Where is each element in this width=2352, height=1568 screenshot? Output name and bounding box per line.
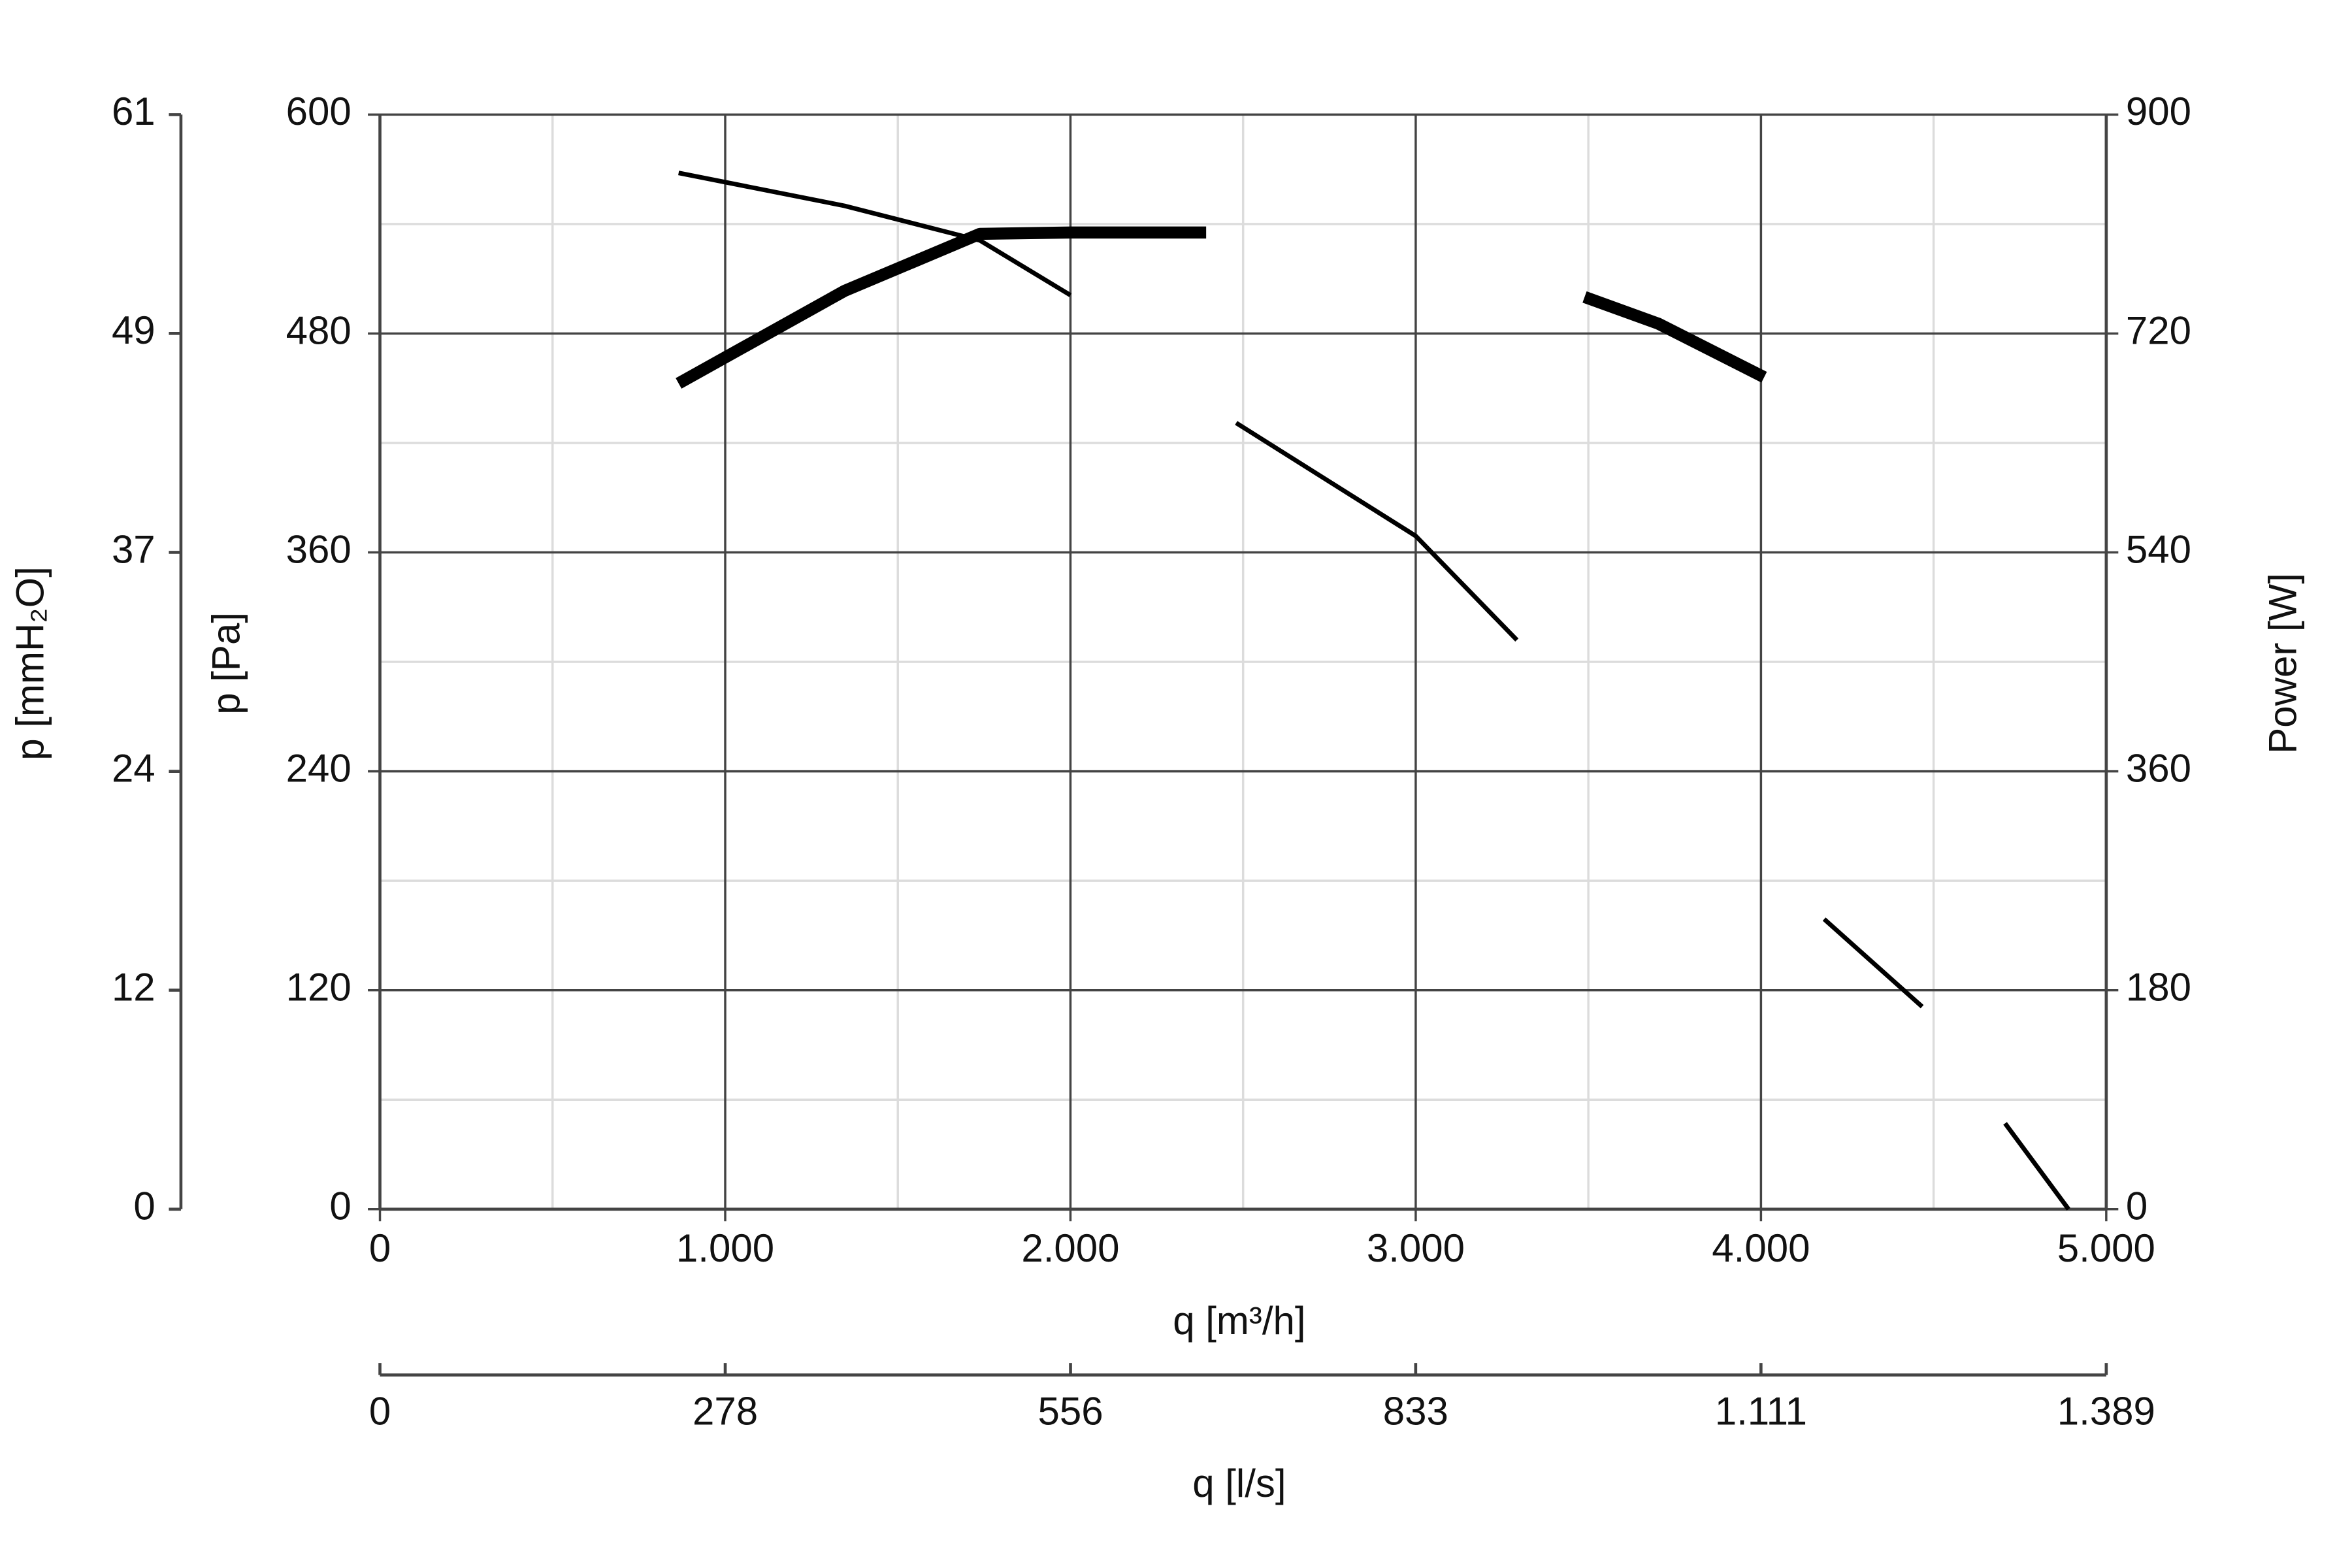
line-series	[678, 171, 2070, 1211]
x-tick-label: 4.000	[1712, 1226, 1810, 1270]
y3-tick-label: 37	[112, 527, 155, 571]
y-tick-label: 120	[286, 966, 351, 1009]
y-tick-label: 240	[286, 746, 351, 790]
y2-tick-label: 720	[2126, 308, 2191, 352]
x2-tick-label: 0	[369, 1389, 391, 1433]
y-tick-label: 0	[329, 1184, 351, 1228]
y2-tick-label: 0	[2126, 1184, 2148, 1228]
x-tick-label: 2.000	[1021, 1226, 1119, 1270]
x2-tick-label: 556	[1037, 1389, 1103, 1433]
x2-tick-label: 1.389	[2057, 1389, 2155, 1433]
y-tick-label: 480	[286, 308, 351, 352]
y2-tick-label: 900	[2126, 90, 2191, 133]
x2-tick-label: 278	[693, 1389, 758, 1433]
y3-tick-label: 12	[112, 965, 155, 1009]
y-axis-title: p [Pa]	[204, 612, 248, 715]
x2-tick-label: 833	[1383, 1389, 1448, 1433]
x-tick-label: 1.000	[676, 1226, 774, 1270]
y-tick-label: 600	[286, 90, 351, 133]
y2-tick-label: 360	[2126, 746, 2191, 790]
y-tick-label: 360	[286, 527, 351, 571]
x-tick-label: 0	[369, 1226, 391, 1270]
y2-tick-label: 180	[2126, 966, 2191, 1009]
y3-tick-label: 24	[112, 747, 155, 791]
y2-tick-label: 540	[2126, 527, 2191, 571]
y3-tick-label: 61	[112, 90, 155, 133]
x-axis-title: q [m³/h]	[1173, 1299, 1305, 1343]
y3-tick-label: 0	[133, 1184, 155, 1228]
x2-tick-label: 1.111	[1715, 1389, 1807, 1433]
y2-axis-title: Power [W]	[2261, 573, 2304, 754]
y3-tick-label: 49	[112, 308, 155, 352]
x-tick-label: 3.000	[1367, 1226, 1465, 1270]
x2-axis-title: q [l/s]	[1192, 1462, 1286, 1505]
y3-axis-title: p [mmH₂O]	[8, 566, 52, 760]
x-tick-label: 5.000	[2057, 1226, 2155, 1270]
